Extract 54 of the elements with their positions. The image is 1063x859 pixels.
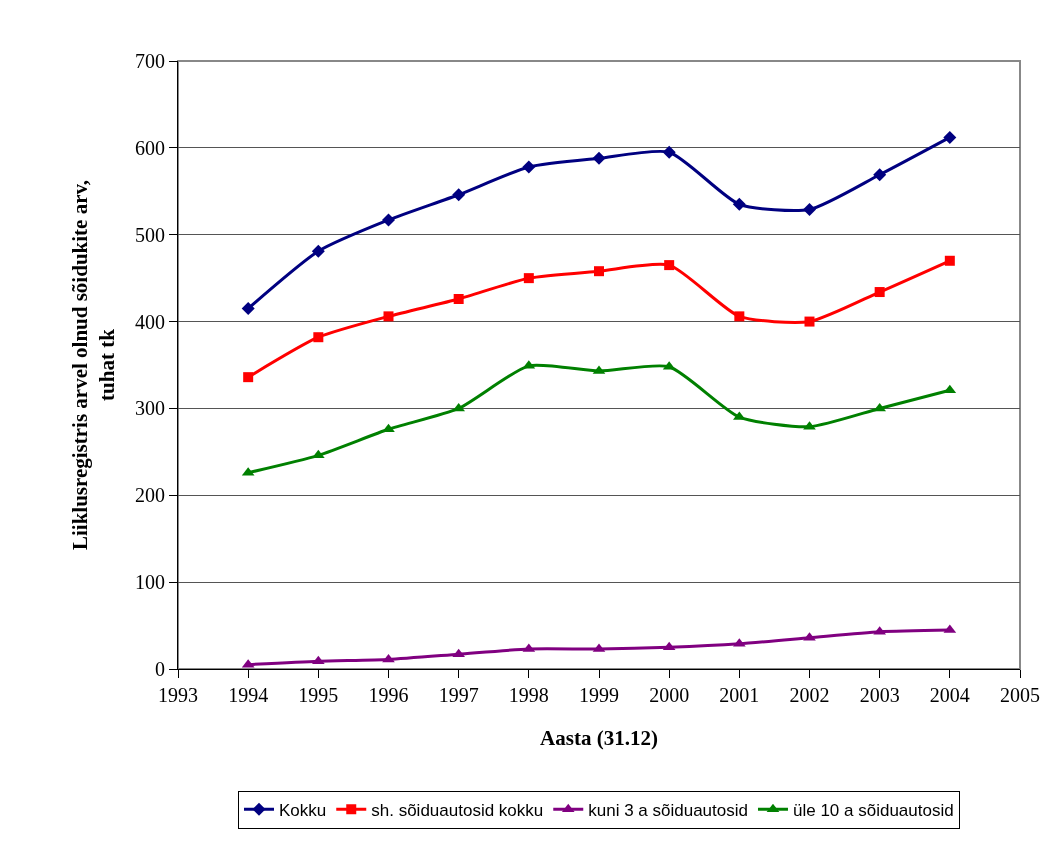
point <box>452 188 466 202</box>
y-tick-label: 400 <box>135 310 165 333</box>
x-axis-title: Aasta (31.12) <box>540 726 658 751</box>
x-tick-label: 1996 <box>368 684 409 706</box>
y-tick-label: 200 <box>135 484 165 507</box>
point <box>662 641 676 651</box>
x-tick-label: 2005 <box>1000 684 1040 706</box>
x-tick-label: 1995 <box>298 684 339 706</box>
x-tick-label: 2003 <box>859 684 900 706</box>
point <box>732 197 746 211</box>
x-tick-label: 1994 <box>228 684 269 706</box>
point <box>874 287 885 298</box>
y-tick-label: 100 <box>135 571 165 594</box>
y-tick-label: 700 <box>135 50 165 72</box>
x-tick-label: 1993 <box>158 684 198 706</box>
point <box>943 130 957 144</box>
point <box>873 402 887 412</box>
point <box>592 151 606 165</box>
point <box>873 168 887 182</box>
legend-label: Kokku <box>279 800 327 820</box>
legend-label: üle 10 a sõiduautosid <box>792 800 954 820</box>
point <box>523 273 534 284</box>
point <box>803 203 816 217</box>
x-tick-label: 2001 <box>719 684 760 706</box>
legend-label: kuni 3 a sõiduautosid <box>588 800 748 820</box>
point <box>664 260 675 271</box>
x-tick-label: 2004 <box>929 684 970 706</box>
point <box>383 311 394 322</box>
point <box>311 449 325 459</box>
point <box>662 145 676 159</box>
point <box>594 266 604 277</box>
point <box>734 311 745 322</box>
point <box>382 213 395 227</box>
legend-label: sh. sõiduautosid kokku <box>371 800 544 820</box>
point <box>241 302 255 316</box>
y-tick-label: 500 <box>135 223 165 246</box>
point <box>311 244 325 258</box>
point <box>243 372 254 383</box>
y-tick-label: 600 <box>135 136 165 159</box>
point <box>944 255 955 266</box>
point <box>804 316 815 327</box>
point <box>453 293 464 304</box>
y-tick-label: 0 <box>155 658 165 680</box>
point <box>382 653 395 663</box>
x-tick-label: 1997 <box>438 684 479 706</box>
point <box>313 332 324 343</box>
x-tick-label: 2002 <box>789 684 830 706</box>
x-tick-label: 2000 <box>649 684 690 706</box>
point <box>452 402 466 412</box>
x-tick-label: 1999 <box>579 684 619 706</box>
y-tick-label: 300 <box>135 397 165 420</box>
x-tick-label: 1998 <box>508 684 549 706</box>
point <box>522 160 536 174</box>
y-axis-title: Liiklusregistris arvel olnud sõidukite arv, tuhat tk <box>67 179 120 551</box>
